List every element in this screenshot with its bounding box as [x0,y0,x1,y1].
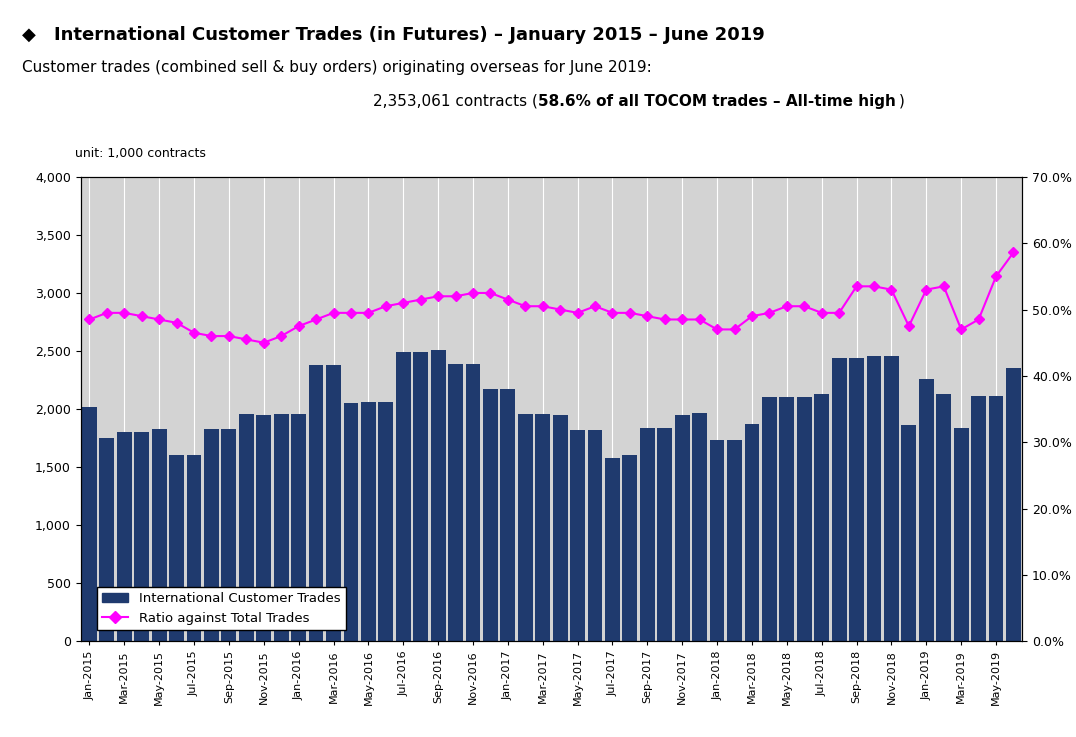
Legend: International Customer Trades, Ratio against Total Trades: International Customer Trades, Ratio aga… [97,587,345,630]
Bar [953,427,968,641]
Bar [536,413,550,641]
Bar [745,424,760,641]
Text: Customer trades (combined sell & buy orders) originating overseas for June 2019:: Customer trades (combined sell & buy ord… [22,60,651,75]
Bar [623,455,637,641]
Bar [500,389,515,641]
Bar [396,352,411,641]
Bar [692,413,707,641]
Bar [849,358,864,641]
Text: 58.6% of all TOCOM trades – All-time high: 58.6% of all TOCOM trades – All-time hig… [538,94,896,108]
Bar [292,413,306,641]
Bar [919,379,934,641]
Bar [640,427,655,641]
Bar [779,397,794,641]
Bar [152,429,167,641]
Bar [99,438,114,641]
Bar [360,402,376,641]
Bar [343,403,358,641]
Bar [169,455,184,641]
Bar [570,430,585,641]
Bar [884,356,898,641]
Text: 2,353,061 contracts (: 2,353,061 contracts ( [373,94,538,108]
Bar [326,365,341,641]
Bar [82,407,97,641]
Bar [902,425,917,641]
Bar [727,441,742,641]
Bar [204,429,218,641]
Bar [379,402,393,641]
Bar [797,397,811,641]
Bar [186,455,201,641]
Bar [117,432,131,641]
Bar [273,413,288,641]
Bar [832,358,847,641]
Bar [762,397,777,641]
Bar [605,458,620,641]
Bar [222,429,237,641]
Bar [256,415,271,641]
Text: International Customer Trades (in Futures) – January 2015 – June 2019: International Customer Trades (in Future… [54,26,765,43]
Bar [710,441,724,641]
Bar [1006,368,1021,641]
Bar [448,364,463,641]
Bar [466,364,480,641]
Bar [309,365,324,641]
Bar [483,389,498,641]
Bar [239,413,254,641]
Bar [134,432,150,641]
Bar [989,397,1004,641]
Bar [553,415,567,641]
Bar [972,397,986,641]
Text: ◆: ◆ [22,26,36,43]
Bar [587,430,603,641]
Bar [866,356,881,641]
Bar [518,413,533,641]
Bar [413,352,428,641]
Bar [815,394,830,641]
Text: unit: 1,000 contracts: unit: 1,000 contracts [75,147,207,161]
Text: ): ) [898,94,904,108]
Bar [430,350,445,641]
Bar [936,394,951,641]
Bar [675,415,690,641]
Bar [657,427,672,641]
